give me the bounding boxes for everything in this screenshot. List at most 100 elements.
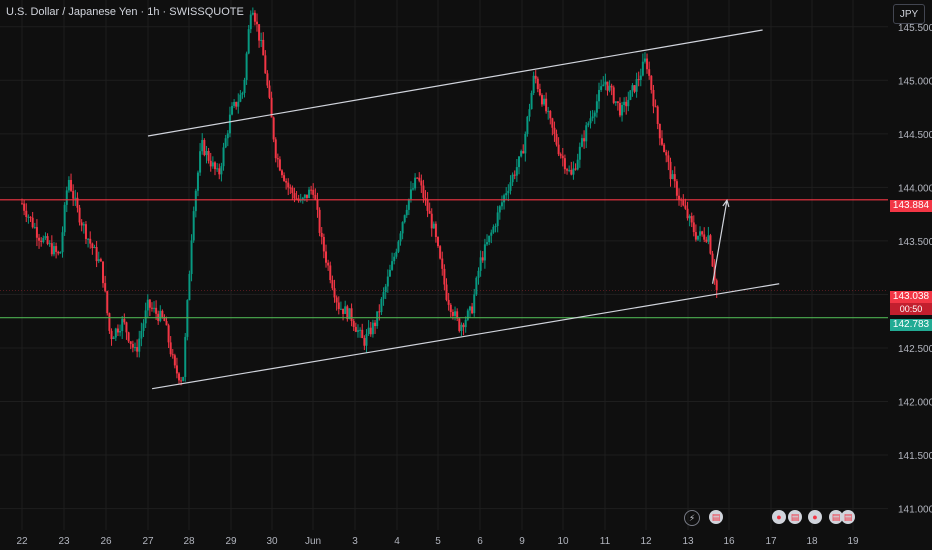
lightning-icon[interactable]: ⚡ — [684, 510, 700, 526]
candle-down — [418, 177, 421, 181]
candle-down — [29, 216, 32, 218]
support-price-tag: 142.783 — [890, 319, 932, 331]
candle-up — [696, 235, 699, 240]
candle-down — [553, 127, 556, 135]
candle-up — [27, 216, 30, 218]
candle-down — [555, 134, 558, 145]
candle-down — [346, 306, 349, 320]
candle-down — [686, 208, 689, 219]
candle-up — [376, 311, 379, 327]
candle-up — [359, 329, 362, 331]
x-tick-label: 22 — [16, 536, 28, 547]
x-tick-label: 12 — [640, 536, 652, 547]
candle-up — [530, 93, 533, 110]
arrow-head — [722, 198, 730, 208]
candle-up — [308, 189, 311, 199]
candle-up — [600, 86, 603, 90]
candle-down — [312, 189, 315, 195]
candle-up — [205, 150, 208, 156]
candle-up — [138, 338, 141, 352]
candle-down — [295, 198, 298, 200]
candle-down — [458, 318, 461, 332]
candle-up — [503, 195, 506, 203]
resistance-price-tag: 143.884 — [890, 200, 932, 212]
candle-down — [150, 307, 153, 309]
candle-down — [522, 151, 525, 154]
candle-down — [102, 261, 105, 284]
candle-up — [401, 222, 404, 234]
flag-icon[interactable]: ▤ — [841, 510, 855, 524]
candle-down — [678, 195, 681, 200]
candle-up — [498, 206, 501, 213]
candle-up — [339, 308, 342, 310]
x-tick-label: Jun — [305, 536, 321, 547]
currency-button[interactable]: JPY — [893, 4, 925, 24]
candle-up — [593, 112, 596, 117]
y-tick-label: 141.000 — [898, 505, 932, 516]
candle-up — [598, 89, 601, 102]
flag-icon[interactable]: ▤ — [709, 510, 723, 524]
candle-up — [543, 98, 546, 105]
candle-up — [468, 306, 471, 311]
y-axis-bg — [888, 0, 932, 550]
candle-down — [551, 118, 554, 128]
candle-up — [699, 231, 702, 236]
flag-icon[interactable]: ● — [772, 510, 786, 524]
candle-down — [540, 95, 543, 105]
flag-icon[interactable]: ▤ — [829, 510, 843, 524]
candle-up — [585, 125, 588, 142]
candle-down — [637, 79, 640, 81]
candle-down — [513, 174, 516, 176]
candle-down — [25, 210, 28, 218]
y-tick-label: 141.500 — [898, 451, 932, 462]
flag-icon[interactable]: ● — [808, 510, 822, 524]
candle-up — [568, 169, 571, 171]
candle-up — [405, 209, 408, 216]
candle-down — [703, 234, 706, 240]
x-tick-label: 5 — [435, 536, 441, 547]
candle-down — [369, 327, 372, 335]
candle-up — [192, 211, 195, 241]
candle-up — [153, 307, 156, 309]
candle-down — [660, 138, 663, 145]
candle-down — [701, 231, 704, 235]
candle-up — [190, 240, 193, 274]
candle-down — [291, 187, 294, 194]
candle-down — [337, 302, 340, 309]
candle-down — [342, 308, 345, 314]
candle-up — [507, 190, 510, 194]
candle-down — [272, 117, 275, 140]
candle-up — [623, 101, 626, 106]
candle-up — [33, 227, 36, 229]
flag-icon[interactable]: ▤ — [788, 510, 802, 524]
candle-up — [532, 75, 535, 94]
candle-up — [133, 347, 136, 349]
candle-down — [106, 291, 109, 314]
candle-up — [515, 167, 518, 176]
candle-up — [595, 101, 598, 113]
trendlines — [147, 29, 780, 390]
candle-down — [536, 78, 539, 90]
candle-up — [239, 94, 242, 102]
x-tick-label: 13 — [682, 536, 694, 547]
candle-down — [545, 98, 548, 112]
candle-up — [382, 292, 385, 299]
candle-down — [694, 232, 697, 240]
candle-down — [616, 101, 619, 104]
candle-down — [715, 280, 718, 290]
candle-down — [38, 237, 41, 241]
candle-down — [173, 355, 176, 366]
candle-down — [566, 169, 569, 171]
candle-down — [89, 238, 92, 244]
candle-up — [454, 311, 457, 316]
candle-up — [407, 199, 410, 210]
candle-up — [65, 190, 68, 205]
candle-up — [639, 75, 642, 80]
candle-up — [228, 114, 231, 134]
candle-down — [235, 102, 238, 107]
candle-down — [538, 89, 541, 96]
candle-up — [486, 242, 489, 245]
y-tick-label: 144.000 — [898, 183, 932, 194]
candle-down — [305, 194, 308, 199]
